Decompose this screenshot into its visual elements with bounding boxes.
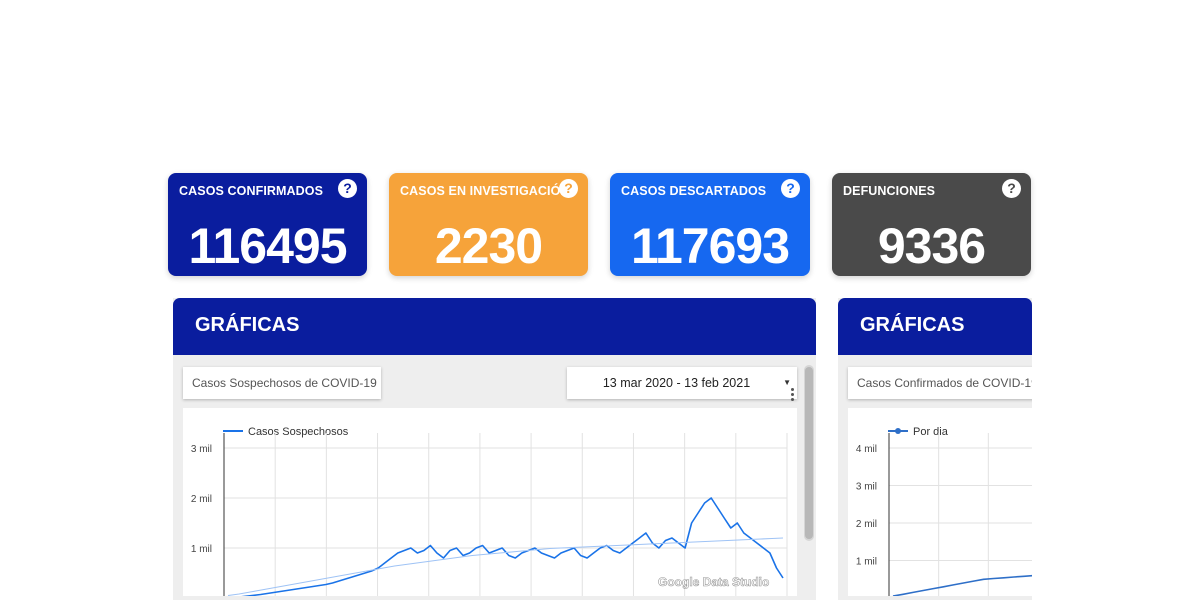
chart-area: Por dia 4 mil 3 mil 2 mil 1 mil [848,408,1032,596]
series-line [892,574,1032,596]
graficas-panel-left: GRÁFICAS Casos Sospechosos de COVID-19 1… [173,298,816,600]
date-range-label: 13 mar 2020 - 13 feb 2021 [602,376,751,390]
scrollbar[interactable] [804,365,814,541]
y-tick-label: 1 mil [191,544,212,555]
panel-title: GRÁFICAS [860,314,965,336]
card-value: 2230 [434,218,543,274]
card-value: 117693 [630,218,790,274]
date-range-selector[interactable]: 13 mar 2020 - 13 feb 2021 ▼ [567,367,797,399]
card-defunciones: DEFUNCIONES ? 9336 [832,173,1031,276]
card-title: CASOS EN INVESTIGACIÓN [400,184,570,198]
y-tick-label: 2 mil [856,519,877,530]
help-icon[interactable]: ? [1002,179,1021,198]
y-tick-label: 3 mil [856,482,877,493]
chart-area: Casos Sospechosos 3 mil 2 mil 1 mil Google D… [183,408,797,596]
scrollbar-thumb[interactable] [805,367,813,539]
panel-header: GRÁFICAS [838,298,1032,355]
more-options-icon[interactable] [791,388,794,403]
card-casos-en-investigacion: CASOS EN INVESTIGACIÓN ? 2230 [389,173,588,276]
card-casos-descartados: CASOS DESCARTADOS ? 117693 [610,173,810,276]
card-casos-confirmados: CASOS CONFIRMADOS ? 116495 [168,173,367,276]
panel-header: GRÁFICAS [173,298,816,355]
series-line [227,537,784,596]
card-title: DEFUNCIONES [843,184,936,198]
legend-label: Por dia [913,426,949,438]
suspected-cases-chart: Casos Sospechosos 3 mil 2 mil 1 mil Google D… [191,426,788,596]
panel-body: Casos Confirmados de COVID-19 Por dia 4 m… [838,355,1032,600]
panel-body: Casos Sospechosos de COVID-19 13 mar 202… [173,355,816,600]
y-tick-label: 4 mil [856,444,877,455]
card-value: 9336 [877,218,986,274]
help-icon[interactable]: ? [338,179,357,198]
legend-label: Casos Sospechosos [248,426,349,438]
series-line [241,497,784,596]
help-icon[interactable]: ? [559,179,578,198]
watermark-label: Google Data Studio [658,575,769,589]
panel-title: GRÁFICAS [195,314,300,336]
chart-title-chip: Casos Confirmados de COVID-19 [848,367,1032,399]
card-title: CASOS CONFIRMADOS [179,184,324,198]
dropdown-caret-icon[interactable]: ▼ [783,378,791,387]
help-icon[interactable]: ? [781,179,800,198]
graficas-panel-right: GRÁFICAS Casos Confirmados de COVID-19 P… [838,298,1032,600]
legend-marker [895,428,901,434]
y-tick-label: 3 mil [191,444,212,455]
y-tick-label: 2 mil [191,494,212,505]
confirmed-cases-chart: Por dia 4 mil 3 mil 2 mil 1 mil [856,426,1032,596]
y-tick-label: 1 mil [856,557,877,568]
card-value: 116495 [188,218,347,274]
card-title: CASOS DESCARTADOS [621,184,767,198]
chart-title-chip: Casos Sospechosos de COVID-19 [183,367,381,399]
